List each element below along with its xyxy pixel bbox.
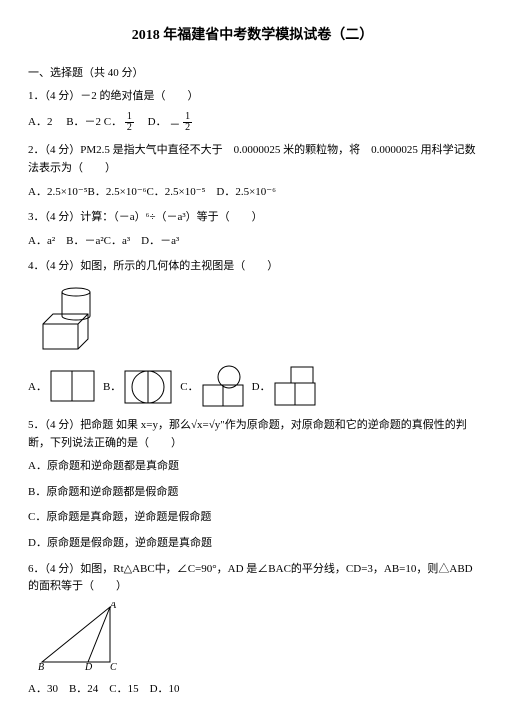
q1-optD-fraction: 1 2 [183, 112, 192, 133]
q1-optC-prefix: C． [104, 116, 122, 128]
question-5: 5．（4 分）把命题 如果 x=y，那么√x=√y"作为原命题，对原命题和它的逆… [28, 417, 477, 452]
q4-optB-figure [124, 368, 172, 404]
svg-text:D: D [84, 662, 93, 672]
svg-text:B: B [38, 662, 44, 672]
q4-labelB: B． [103, 378, 121, 394]
q1-optD-prefix: D． [148, 116, 167, 128]
q1-optD-neg: － [169, 119, 180, 131]
q4-optD-figure [274, 366, 316, 406]
question-2-options: A．2.5×10⁻⁵B．2.5×10⁻⁶C．2.5×10⁻⁵ D．2.5×10⁻… [28, 184, 477, 202]
section-header: 一、选择题（共 40 分） [28, 64, 477, 80]
exam-title: 2018 年福建省中考数学模拟试卷（二） [28, 24, 477, 44]
question-3-options: A．a² B．－a²C．a³ D．－a³ [28, 233, 477, 251]
q1-optB: B．－2 [66, 116, 101, 128]
svg-text:A: A [109, 602, 117, 611]
q5-optA: A．原命题和逆命题都是真命题 [28, 458, 477, 476]
question-6-figure: A B D C [38, 602, 477, 675]
question-1: 1．（4 分）－2 的绝对值是（ ） [28, 88, 477, 106]
question-4-choices: A． B． C． D． [28, 365, 477, 407]
question-3: 3．（4 分）计算：（－a）⁶÷（－a³）等于（ ） [28, 209, 477, 227]
q5-optC: C．原命题是真命题，逆命题是假命题 [28, 509, 477, 527]
q4-optC-figure [202, 365, 244, 407]
q1-optC-fraction: 1 2 [125, 112, 134, 133]
q4-optA-figure [50, 370, 95, 402]
question-4: 4．（4 分）如图，所示的几何体的主视图是（ ） [28, 258, 477, 276]
q4-labelA: A． [28, 378, 47, 394]
question-1-options: A．2 B．－2 C． 1 2 D． － 1 2 [28, 112, 477, 135]
q1-optA: A．2 [28, 116, 52, 128]
q5-optB: B．原命题和逆命题都是假命题 [28, 484, 477, 502]
question-6: 6．（4 分）如图，Rt△ABC中，∠C=90°，AD 是∠BAC的平分线，CD… [28, 561, 477, 596]
question-6-options: A．30 B．24 C．15 D．10 [28, 681, 477, 699]
question-2: 2．（4 分）PM2.5 是指大气中直径不大于 0.0000025 米的颗粒物，… [28, 142, 477, 177]
q5-optD: D．原命题是假命题，逆命题是真命题 [28, 535, 477, 553]
q4-labelC: C． [180, 378, 198, 394]
question-4-figure [38, 284, 477, 357]
q4-labelD: D． [252, 378, 271, 394]
svg-text:C: C [110, 662, 117, 672]
